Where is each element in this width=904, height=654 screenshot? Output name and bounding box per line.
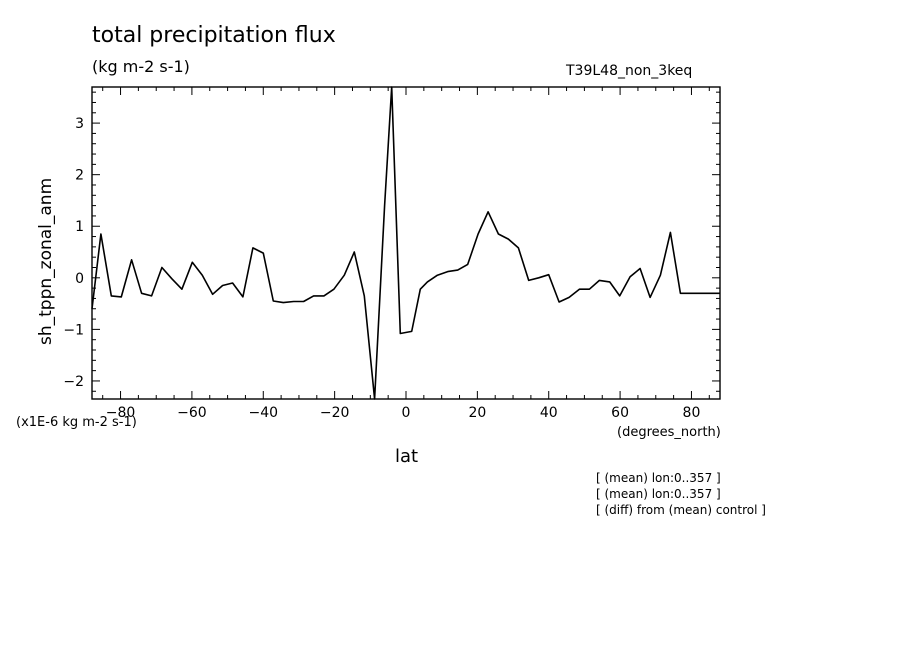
x-tick-label: −40 <box>248 405 278 421</box>
plot-frame <box>91 86 721 400</box>
y-tick-label: 1 <box>75 219 84 235</box>
x-tick-label: −60 <box>177 405 207 421</box>
y-tick-label: −1 <box>63 322 84 338</box>
x-axis-label: lat <box>395 446 419 467</box>
x-tick-label: 20 <box>468 405 486 421</box>
note-line: [ (diff) from (mean) control ] <box>596 503 766 517</box>
y-tick-label: 0 <box>75 271 84 287</box>
x-tick-label: −80 <box>106 405 136 421</box>
y-tick-label: 2 <box>75 168 84 184</box>
y-tick-label: 3 <box>75 116 84 132</box>
x-tick-label: 60 <box>611 405 629 421</box>
chart-units: (kg m-2 s-1) <box>92 57 190 76</box>
x-tick-label: 40 <box>540 405 558 421</box>
x-axis-units: (degrees_north) <box>617 425 721 440</box>
chart-title: total precipitation flux <box>92 23 336 48</box>
y-tick-label: −2 <box>63 374 84 390</box>
y-axis-label: sh_tppn_zonal_anm <box>36 177 56 345</box>
y-scale-note: (x1E-6 kg m-2 s-1) <box>16 415 137 430</box>
note-line: [ (mean) lon:0..357 ] <box>596 487 721 501</box>
run-label: T39L48_non_3keq <box>566 63 693 79</box>
x-tick-label: 80 <box>683 405 701 421</box>
note-line: [ (mean) lon:0..357 ] <box>596 471 721 485</box>
x-tick-label: 0 <box>402 405 411 421</box>
series-line <box>91 86 720 400</box>
x-tick-label: −20 <box>320 405 350 421</box>
